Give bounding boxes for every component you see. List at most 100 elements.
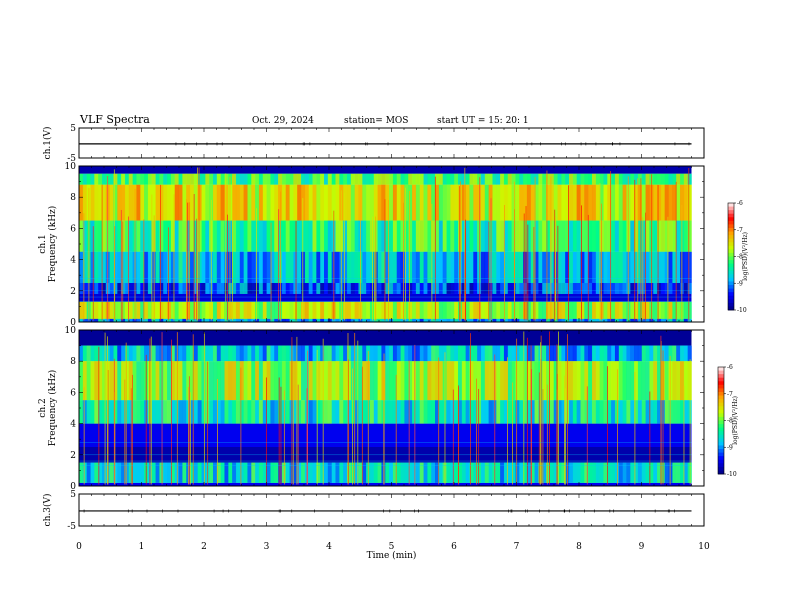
- spectrogram-cell: [649, 462, 654, 483]
- spectrogram-cell: [634, 345, 639, 362]
- spectrogram-cell: [603, 283, 608, 294]
- spectrogram-cell: [270, 301, 275, 319]
- spectrogram-cell: [193, 318, 198, 322]
- spectrogram-cell: [163, 283, 168, 294]
- spectrogram-cell: [362, 283, 367, 294]
- spectrogram-cell: [159, 400, 164, 424]
- spectrogram-cell: [324, 462, 329, 483]
- spectrogram-cell: [197, 345, 202, 362]
- spectrogram-cell: [373, 462, 378, 483]
- spectrogram-cell: [618, 220, 623, 252]
- spectrogram-cell: [534, 173, 539, 185]
- spectrogram-cell: [201, 318, 206, 322]
- spectrogram-cell: [147, 184, 153, 221]
- spectrogram-cell: [212, 345, 218, 362]
- spectrogram-cell: [159, 283, 164, 294]
- spectrogram-cell: [358, 173, 363, 185]
- y-tick-label: 2: [70, 451, 76, 461]
- spectrogram-cell: [389, 173, 394, 185]
- spectrogram-cell: [580, 251, 585, 283]
- spectrogram-cell: [350, 283, 355, 294]
- spectrogram-cell: [346, 301, 352, 319]
- spectrogram-cell: [232, 318, 237, 322]
- spectrogram-cell: [316, 173, 321, 185]
- spectrogram-cell: [653, 184, 658, 221]
- spectrogram-cell: [132, 345, 137, 362]
- spectrogram-cell: [216, 301, 221, 319]
- y-tick-label: 4: [70, 256, 76, 266]
- spectrogram-cell: [565, 220, 570, 252]
- spectrogram-cell: [220, 173, 225, 185]
- spectrogram-cell: [243, 400, 248, 424]
- spectrogram-cell: [438, 361, 443, 401]
- spectrogram-cell: [381, 283, 386, 294]
- spectrogram-cell: [538, 318, 543, 322]
- spectrogram-cell: [278, 251, 283, 283]
- y-axis-label: ch.1: [38, 234, 48, 253]
- spectrogram-cell: [591, 361, 597, 401]
- spectrogram-cell: [232, 400, 237, 424]
- spectrogram-cell: [530, 283, 535, 294]
- spectrogram-cell: [477, 361, 482, 401]
- colorbar-segment: [728, 203, 734, 207]
- spectrogram-cell: [446, 301, 451, 319]
- spectrogram-cell: [477, 345, 482, 362]
- spectrogram-cell: [128, 173, 133, 185]
- spectrogram-cell: [167, 301, 172, 319]
- spectrogram-cell: [266, 318, 271, 322]
- spectrogram-cell: [408, 345, 413, 362]
- colorbar-segment: [718, 459, 724, 464]
- spectrogram-cell: [519, 361, 524, 401]
- spectrogram-cell: [496, 400, 501, 424]
- spectrogram-cell: [591, 301, 597, 319]
- spectrogram-cell: [461, 283, 466, 294]
- spectrogram-cell: [637, 184, 643, 221]
- spectrogram-cell: [147, 220, 153, 252]
- spectrogram-cell: [588, 361, 593, 401]
- spectrogram-cell: [297, 345, 302, 362]
- spectrogram-cell: [354, 301, 359, 319]
- spectrogram-cell: [216, 173, 221, 185]
- spectrogram-cell: [572, 184, 577, 221]
- spectrogram-cell: [672, 345, 677, 362]
- spectrogram-cell: [304, 283, 309, 294]
- spectrogram-cell: [450, 301, 455, 319]
- spectrogram-cell: [511, 400, 516, 424]
- spectrogram-cell: [408, 220, 413, 252]
- spectrogram-cell: [201, 184, 206, 221]
- spectrogram-cell: [320, 301, 325, 319]
- spectrogram-cell: [461, 345, 466, 362]
- spectrogram-cell: [603, 301, 608, 319]
- spectrogram-cell: [423, 220, 428, 252]
- spectrogram-cell: [576, 184, 581, 221]
- spectrogram-cell: [205, 184, 210, 221]
- spectrogram-cell: [618, 301, 623, 319]
- spectrogram-cell: [435, 251, 440, 283]
- spectrogram-cell: [186, 318, 191, 322]
- spectrogram-cell: [672, 173, 677, 185]
- spectrogram-cell: [90, 361, 95, 401]
- spectrogram-cell: [285, 283, 290, 294]
- spectrogram-cell: [683, 173, 688, 185]
- colorbar-tick-label: -10: [727, 471, 737, 478]
- spectrogram-cell: [335, 345, 340, 362]
- spectrogram-cell: [343, 173, 348, 185]
- spectrogram-cell: [155, 283, 160, 294]
- spectrogram-cell: [346, 251, 352, 283]
- spectrogram-cell: [637, 318, 643, 322]
- spectrogram-cell: [569, 173, 574, 185]
- spectrogram-cell: [212, 283, 218, 294]
- spectrogram-cell: [354, 220, 359, 252]
- spectrogram-cell: [538, 251, 543, 283]
- spectrogram-cell: [109, 345, 114, 362]
- spectrogram-cell: [182, 361, 187, 401]
- spectrogram-cell: [124, 345, 130, 362]
- colorbar-segment: [728, 260, 734, 265]
- spectrogram-cell: [301, 400, 306, 424]
- spectrogram-cell: [331, 173, 336, 185]
- spectrogram-band: [79, 166, 692, 174]
- spectrogram-cell: [377, 318, 382, 322]
- spectrogram-cell: [534, 220, 539, 252]
- spectrogram-cell: [526, 220, 532, 252]
- spectrogram-cell: [392, 173, 398, 185]
